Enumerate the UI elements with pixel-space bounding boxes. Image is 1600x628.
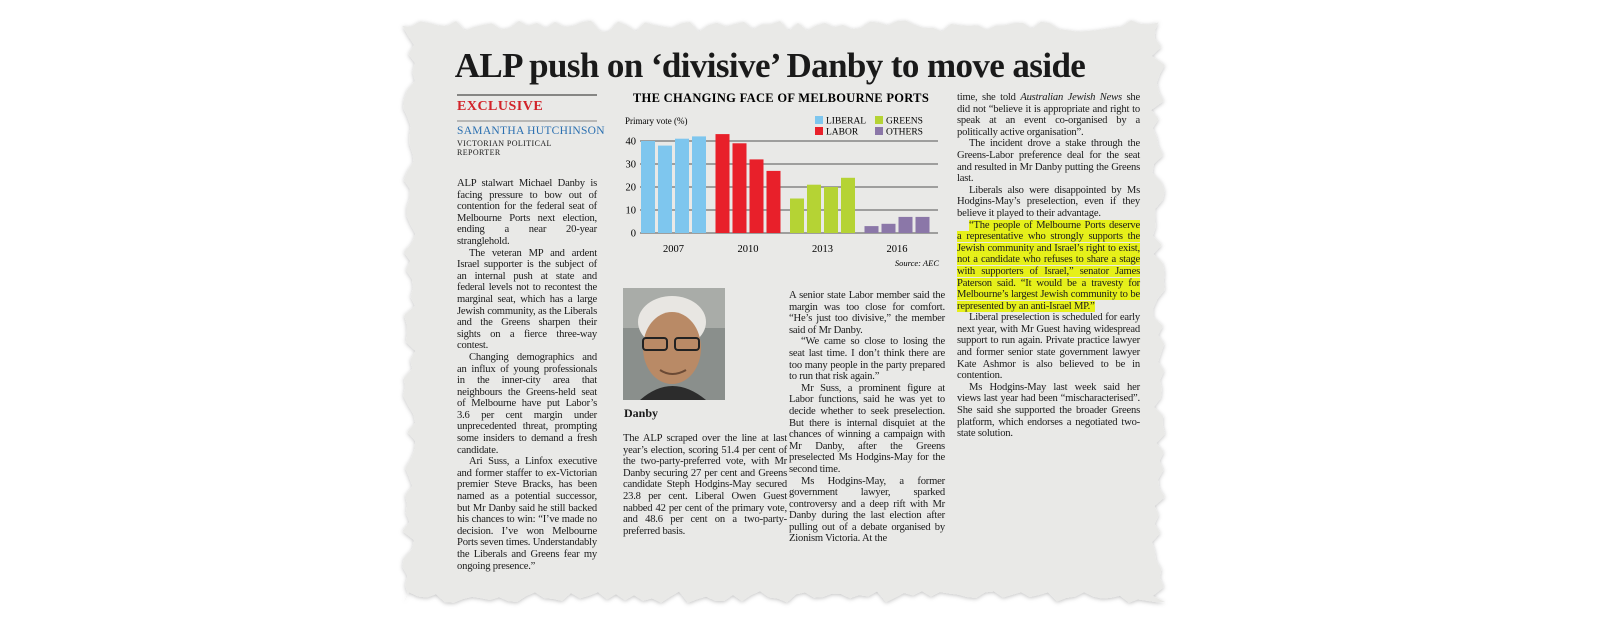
- column: ALP stalwart Michael Danby is facing pre…: [457, 178, 597, 572]
- legend-swatch: [815, 127, 823, 135]
- bar: [715, 134, 730, 233]
- bar: [807, 184, 821, 233]
- headline: ALP push on ‘divisive’ Danby to move asi…: [454, 46, 1086, 85]
- bar: [641, 141, 655, 233]
- column: The ALP scraped over the line at last ye…: [623, 433, 787, 537]
- paragraph: Changing demographics and an influx of y…: [457, 351, 597, 456]
- bar: [732, 143, 747, 233]
- x-tick-label: 2010: [738, 244, 759, 255]
- legend-label: LIBERAL: [826, 117, 866, 127]
- bar: [898, 216, 913, 233]
- bar: [675, 138, 689, 233]
- paragraph: The veteran MP and ardent Israel support…: [457, 247, 597, 352]
- legend-label: LABOR: [826, 128, 859, 138]
- photo-caption: Danby: [624, 406, 659, 420]
- y-tick-label: 10: [626, 206, 637, 217]
- highlighted-text: “The people of Melbourne Ports deserve a…: [957, 219, 1140, 312]
- bar: [766, 170, 781, 233]
- bar: [881, 223, 896, 233]
- legend-swatch: [875, 127, 883, 135]
- bar: [864, 226, 879, 233]
- torn-paper: [402, 20, 1165, 603]
- paragraph: The incident drove a stake through the G…: [957, 138, 1140, 185]
- photo: [623, 288, 725, 400]
- paragraph: Ms Hodgins-May, a former government lawy…: [789, 475, 945, 545]
- legend-swatch: [875, 116, 883, 124]
- bar: [841, 177, 855, 233]
- paragraph: Mr Suss, a prominent figure at Labor fun…: [789, 382, 945, 475]
- bar: [915, 216, 930, 233]
- kicker: EXCLUSIVE: [457, 99, 544, 114]
- x-tick-label: 2016: [887, 244, 908, 255]
- paragraph: “The people of Melbourne Ports deserve a…: [957, 219, 1140, 313]
- text-run: she did not “believe it is appropriate a…: [957, 92, 1140, 138]
- paragraph: Ms Hodgins-May last week said her views …: [957, 381, 1140, 440]
- x-tick-label: 2013: [812, 244, 833, 255]
- y-tick-label: 40: [626, 137, 637, 148]
- y-tick-label: 30: [626, 160, 637, 171]
- x-tick-label: 2007: [663, 244, 684, 255]
- legend-label: OTHERS: [886, 128, 923, 138]
- text-run: time, she told: [957, 92, 1021, 103]
- paragraph: A senior state Labor member said the mar…: [789, 290, 945, 336]
- chart-title: THE CHANGING FACE OF MELBOURNE PORTS: [633, 91, 929, 105]
- paragraph: “We came so close to losing the seat las…: [789, 336, 945, 383]
- paragraph: Ari Suss, a Linfox executive and former …: [457, 456, 597, 572]
- y-axis-label: Primary vote (%): [625, 116, 687, 126]
- legend-swatch: [815, 116, 823, 124]
- author: SAMANTHA HUTCHINSON: [457, 125, 605, 137]
- chart: THE CHANGING FACE OF MELBOURNE PORTS Pri…: [625, 91, 939, 268]
- paragraph: Liberals also were disappointed by Ms Ho…: [957, 184, 1140, 219]
- text-run: Australian Jewish News: [1020, 92, 1122, 103]
- author-role: VICTORIAN POLITICAL REPORTER: [457, 139, 552, 157]
- paragraph: Liberal preselection is scheduled for ea…: [957, 312, 1140, 382]
- bar: [749, 159, 764, 233]
- paragraph: ALP stalwart Michael Danby is facing pre…: [457, 178, 597, 247]
- bar: [824, 187, 838, 233]
- bar: [790, 198, 804, 233]
- bar: [658, 145, 672, 233]
- column: A senior state Labor member said the mar…: [789, 290, 945, 545]
- bar: [692, 136, 706, 233]
- legend-label: GREENS: [886, 117, 923, 127]
- source: Source: AEC: [895, 258, 939, 268]
- y-tick-label: 0: [631, 229, 636, 240]
- paragraph: The ALP scraped over the line at last ye…: [623, 433, 787, 537]
- column: time, she told Australian Jewish News sh…: [957, 92, 1140, 440]
- y-tick-label: 20: [626, 183, 637, 194]
- paragraph: time, she told Australian Jewish News sh…: [957, 92, 1140, 138]
